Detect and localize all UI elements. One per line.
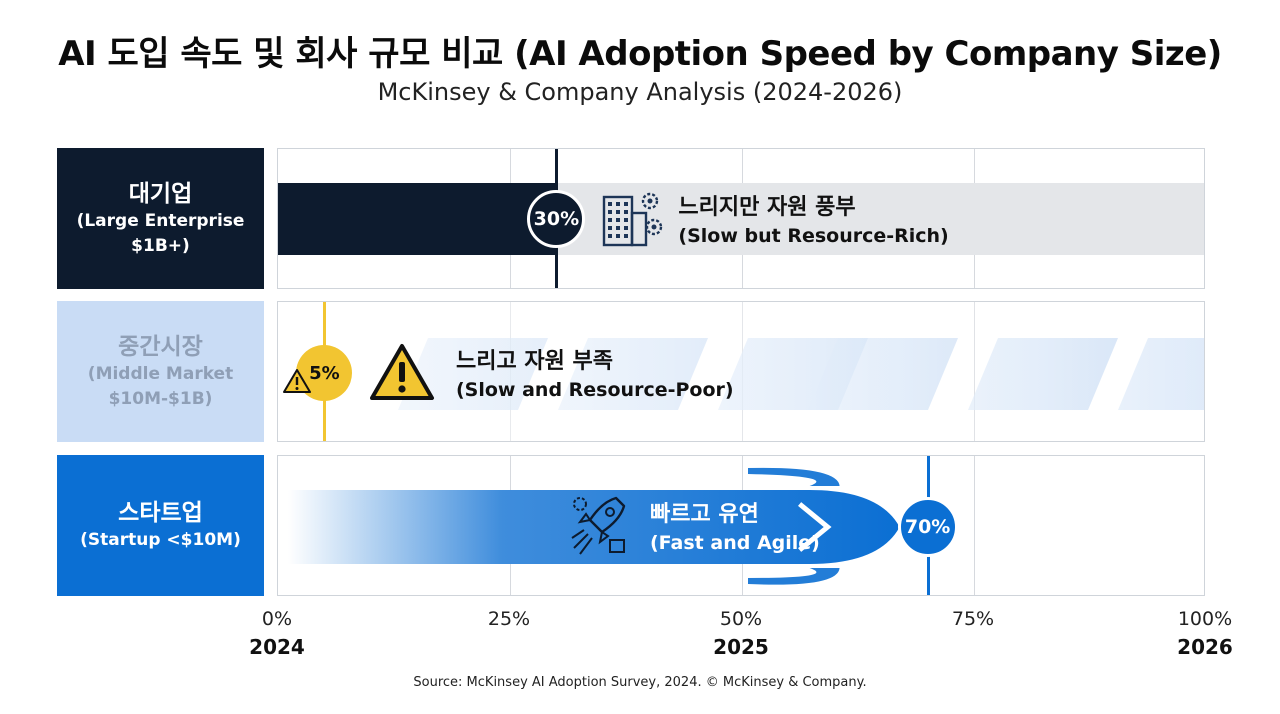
chart-title: AI 도입 속도 및 회사 규모 비교 (AI Adoption Speed b… xyxy=(58,34,1222,74)
row-label-startup: 스타트업 (Startup <$10M) xyxy=(57,455,264,596)
x-year-label: 2024 xyxy=(249,635,305,659)
row-label-ko: 대기업 xyxy=(128,180,193,207)
x-year-label: 2026 xyxy=(1177,635,1233,659)
bar-note-ko: 빠르고 유연 xyxy=(650,502,759,527)
warning-icon xyxy=(370,344,434,400)
speed-streak xyxy=(748,467,840,486)
row-label-en: (Startup <$10M) xyxy=(80,530,241,550)
grid-line xyxy=(974,456,975,595)
row-label-en-2: $1B+) xyxy=(131,235,190,256)
bar-large xyxy=(278,183,557,255)
bar-note-en: (Slow but Resource-Rich) xyxy=(678,225,949,247)
row-label-middle: 중간시장 (Middle Market $10M-$1B) xyxy=(57,301,264,442)
row-label-large: 대기업 (Large Enterprise $1B+) xyxy=(57,148,264,289)
bar-annotation: 빠르고 유연 (Fast and Agile) xyxy=(650,496,820,554)
bar-note-en: (Fast and Agile) xyxy=(650,532,820,554)
bar-note-ko: 느리고 자원 부족 xyxy=(456,349,613,374)
x-tick-label: 50% xyxy=(719,608,763,630)
row-label-en: (Middle Market xyxy=(87,363,234,384)
x-tick-label: 100% xyxy=(1177,608,1233,630)
row-label-ko: 스타트업 xyxy=(118,500,203,526)
bar-note-ko: 느리지만 자원 풍부 xyxy=(678,195,856,220)
value-badge: 30% xyxy=(527,190,586,248)
bar-note-en: (Slow and Resource-Poor) xyxy=(456,379,734,401)
row-label-en-2: $10M-$1B) xyxy=(108,388,213,409)
x-tick-label: 0% xyxy=(261,608,293,630)
rocket-ai-icon xyxy=(571,496,626,555)
chart-subtitle: McKinsey & Company Analysis (2024-2026) xyxy=(377,78,903,106)
bar-panel-large: 30% 느리지만 자원 풍부 (Slow but Resource-Rich) xyxy=(277,148,1205,289)
bar-startup-arrow xyxy=(288,490,900,564)
warning-small-icon xyxy=(283,369,311,393)
x-tick-label: 75% xyxy=(951,608,995,630)
bar-annotation: 느리지만 자원 풍부 (Slow but Resource-Rich) xyxy=(678,189,948,247)
bar-startup xyxy=(288,467,900,585)
source-note: Source: McKinsey AI Adoption Survey, 202… xyxy=(413,675,867,690)
x-year-label: 2025 xyxy=(713,635,769,659)
value-badge: 70% xyxy=(897,497,958,557)
row-label-ko: 중간시장 xyxy=(118,333,203,360)
stripe-fade xyxy=(278,302,1204,441)
bar-panel-middle: 5% 느리고 자원 부족 (Slow and Resource-Poor) xyxy=(277,301,1205,442)
bar-panel-startup: 70% 빠르고 유연 (Fast and Agile) xyxy=(277,455,1205,596)
building-gear-icon xyxy=(603,192,663,247)
bar-annotation: 느리고 자원 부족 (Slow and Resource-Poor) xyxy=(456,343,734,401)
speed-streak xyxy=(748,568,840,585)
chevron-icon xyxy=(798,502,832,552)
row-label-en: (Large Enterprise xyxy=(76,210,245,231)
x-tick-label: 25% xyxy=(487,608,531,630)
